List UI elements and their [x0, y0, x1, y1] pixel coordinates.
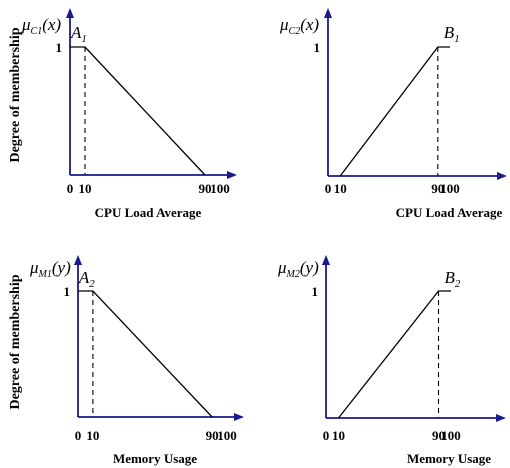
- x-tick-label: 90: [432, 428, 445, 443]
- mu-label: μM1(y): [29, 258, 71, 280]
- y-tick-label: 1: [314, 40, 321, 55]
- x-tick-label: 10: [79, 181, 92, 196]
- x-tick-label: 10: [334, 181, 347, 196]
- x-axis-label: CPU Load Average: [396, 205, 503, 220]
- x-tick-label: 90: [431, 181, 444, 196]
- membership-curve: [70, 46, 206, 176]
- mu-label: μC1(x): [21, 15, 61, 37]
- set-label: B1: [444, 23, 460, 45]
- x-tick-label: 0: [75, 428, 82, 443]
- y-tick-label: 1: [56, 40, 63, 55]
- set-label: A2: [78, 268, 95, 290]
- x-tick-label: 0: [325, 181, 332, 196]
- x-tick-label: 10: [332, 428, 345, 443]
- x-tick-label: 90: [199, 181, 212, 196]
- mu-label: μM2(y): [277, 258, 319, 280]
- x-tick-label: 100: [441, 428, 461, 443]
- x-tick-label: 100: [217, 428, 237, 443]
- x-tick-label: 10: [86, 428, 99, 443]
- x-axis-label: Memory Usage: [113, 451, 197, 466]
- x-tick-label: 100: [440, 181, 460, 196]
- set-label: A1: [70, 23, 87, 45]
- x-tick-label: 0: [67, 181, 74, 196]
- y-axis-label-top: Degree of membership: [8, 27, 23, 162]
- y-tick-label: 1: [64, 284, 71, 299]
- x-tick-label: 100: [210, 181, 230, 196]
- membership-curve: [337, 290, 451, 419]
- membership-curve: [339, 46, 450, 177]
- y-tick-label: 1: [312, 284, 319, 299]
- x-tick-label: 90: [206, 428, 219, 443]
- x-axis-label: CPU Load Average: [95, 205, 202, 220]
- y-axis-label-bottom: Degree of membership: [8, 274, 23, 409]
- set-label: B2: [445, 268, 461, 290]
- x-axis-label: Memory Usage: [407, 451, 491, 466]
- x-tick-label: 0: [323, 428, 330, 443]
- membership-curve: [78, 290, 213, 418]
- mu-label: μC2(x): [279, 15, 319, 37]
